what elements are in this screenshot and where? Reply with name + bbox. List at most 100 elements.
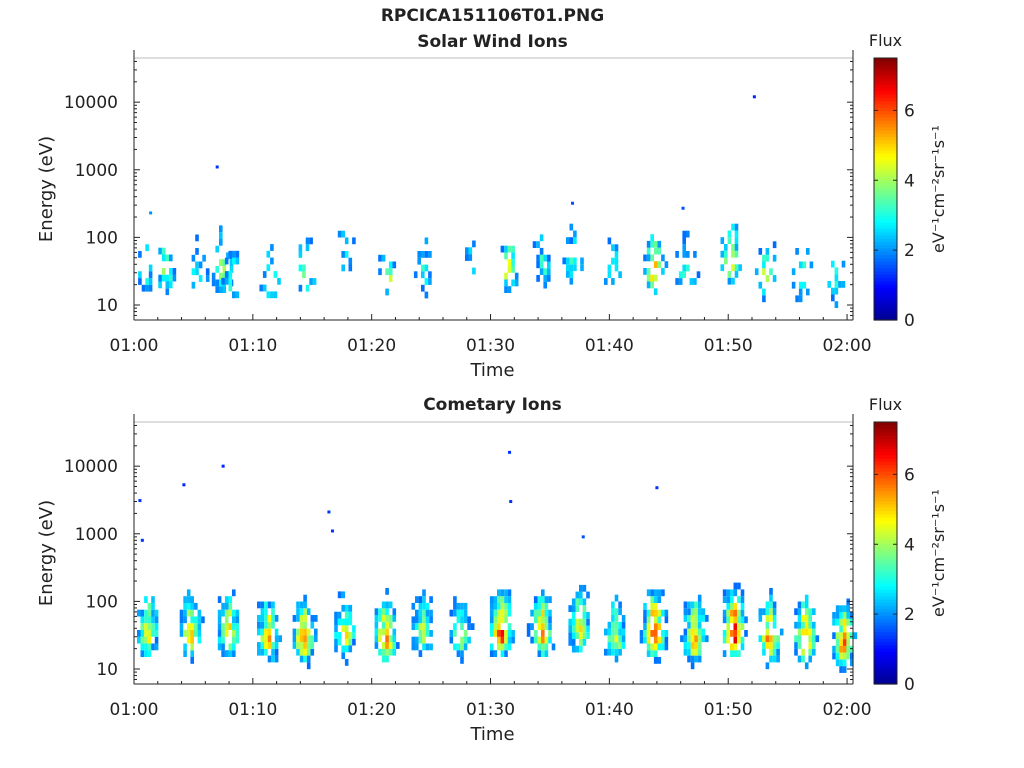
heatmap-cell bbox=[507, 609, 512, 617]
heatmap-cell bbox=[310, 615, 315, 622]
heatmap-cell bbox=[260, 615, 265, 622]
heatmap-cell bbox=[422, 589, 426, 597]
heatmap-cell bbox=[537, 609, 542, 617]
heatmap-cell bbox=[205, 268, 210, 276]
colorbar-tick-label: 2 bbox=[904, 605, 915, 625]
heatmap-cell bbox=[348, 632, 353, 639]
heatmap-cell bbox=[198, 275, 203, 282]
heatmap-cell bbox=[533, 596, 538, 603]
heatmap-cell bbox=[429, 596, 433, 603]
heatmap-cell bbox=[511, 630, 515, 637]
heatmap-cell bbox=[161, 247, 166, 255]
heatmap-cell bbox=[846, 598, 850, 606]
heatmap-cell bbox=[385, 635, 389, 643]
heatmap-cell bbox=[682, 237, 686, 245]
heatmap-cell bbox=[657, 247, 662, 255]
heatmap-cell bbox=[733, 609, 738, 617]
heatmap-cell bbox=[733, 582, 738, 590]
heatmap-cell bbox=[582, 584, 587, 592]
colorbar-segment bbox=[874, 228, 897, 233]
heatmap-cell bbox=[733, 623, 738, 630]
heatmap-cell bbox=[653, 274, 658, 282]
heatmap-cell bbox=[266, 250, 271, 258]
heatmap-cell bbox=[422, 630, 426, 637]
colorbar-segment bbox=[874, 67, 897, 72]
heatmap-cell bbox=[614, 264, 619, 272]
heatmap-cell bbox=[463, 609, 468, 617]
heatmap-cell bbox=[217, 636, 222, 644]
heatmap-cell bbox=[183, 596, 187, 603]
heatmap-cell bbox=[646, 616, 651, 624]
heatmap-cell bbox=[734, 223, 739, 231]
heatmap-cell bbox=[374, 621, 379, 629]
heatmap-cell bbox=[693, 278, 697, 285]
colorbar-segment bbox=[874, 231, 897, 236]
heatmap-cell bbox=[260, 608, 265, 616]
colorbar-segment bbox=[874, 218, 897, 223]
colorbar-segment bbox=[874, 575, 897, 580]
heatmap-cell bbox=[456, 602, 461, 610]
heatmap-cell bbox=[161, 274, 166, 282]
heatmap-cell bbox=[543, 268, 547, 275]
heatmap-cell bbox=[309, 237, 313, 245]
heatmap-cell bbox=[504, 602, 508, 610]
heatmap-cell bbox=[683, 601, 688, 609]
heatmap-cell bbox=[228, 602, 233, 610]
heatmap-cell bbox=[842, 618, 847, 626]
heatmap-cell bbox=[299, 648, 304, 656]
heatmap-cell bbox=[460, 657, 464, 664]
heatmap-cell bbox=[221, 623, 225, 630]
colorbar-segment bbox=[874, 234, 897, 239]
heatmap-cell bbox=[653, 616, 658, 624]
colorbar-segment bbox=[874, 625, 897, 629]
colorbar-segment bbox=[874, 116, 897, 121]
data-point bbox=[571, 201, 575, 205]
heatmap-cell bbox=[791, 268, 796, 276]
heatmap-cell bbox=[190, 596, 194, 603]
heatmap-cell bbox=[493, 650, 498, 657]
heatmap-cell bbox=[839, 645, 843, 653]
heatmap-cell bbox=[392, 635, 397, 643]
colorbar-segment bbox=[874, 238, 897, 243]
heatmap-cell bbox=[657, 643, 662, 651]
heatmap-cell bbox=[396, 642, 400, 649]
heatmap-cell bbox=[489, 609, 494, 617]
heatmap-cell bbox=[579, 598, 583, 606]
heatmap-cell bbox=[190, 657, 194, 664]
heatmap-cell bbox=[548, 636, 552, 644]
heatmap-cell bbox=[158, 274, 162, 282]
heatmap-cell bbox=[418, 609, 423, 617]
heatmap-cell bbox=[197, 623, 202, 630]
heatmap-cell bbox=[639, 630, 644, 637]
heatmap-cell bbox=[418, 596, 423, 603]
heatmap-cell bbox=[298, 251, 303, 258]
heatmap-cell bbox=[507, 286, 512, 293]
heatmap-cell bbox=[302, 264, 306, 272]
y-tick-label: 1000 bbox=[75, 525, 118, 545]
heatmap-cell bbox=[460, 643, 464, 651]
heatmap-cell bbox=[846, 632, 850, 640]
heatmap-cell bbox=[348, 264, 353, 272]
heatmap-cell bbox=[548, 623, 552, 630]
heatmap-cell bbox=[271, 642, 275, 649]
heatmap-cell bbox=[145, 284, 149, 292]
heatmap-cell bbox=[374, 615, 379, 622]
heatmap-cell bbox=[539, 268, 544, 275]
heatmap-cell bbox=[618, 621, 622, 629]
heatmap-cell bbox=[190, 616, 194, 624]
heatmap-cell bbox=[779, 628, 784, 636]
heatmap-cell bbox=[425, 616, 430, 624]
heatmap-cell bbox=[832, 645, 836, 653]
heatmap-cell bbox=[381, 642, 386, 649]
heatmap-cell bbox=[733, 602, 738, 610]
heatmap-cell bbox=[500, 245, 505, 253]
heatmap-cell bbox=[694, 621, 698, 629]
heatmap-cell bbox=[422, 623, 426, 630]
heatmap-cell bbox=[310, 642, 315, 649]
heatmap-cell bbox=[687, 648, 691, 656]
heatmap-cell bbox=[507, 636, 512, 644]
heatmap-cell bbox=[548, 596, 552, 603]
heatmap-cell bbox=[812, 621, 816, 629]
heatmap-cell bbox=[687, 628, 691, 636]
heatmap-cell bbox=[794, 648, 798, 656]
